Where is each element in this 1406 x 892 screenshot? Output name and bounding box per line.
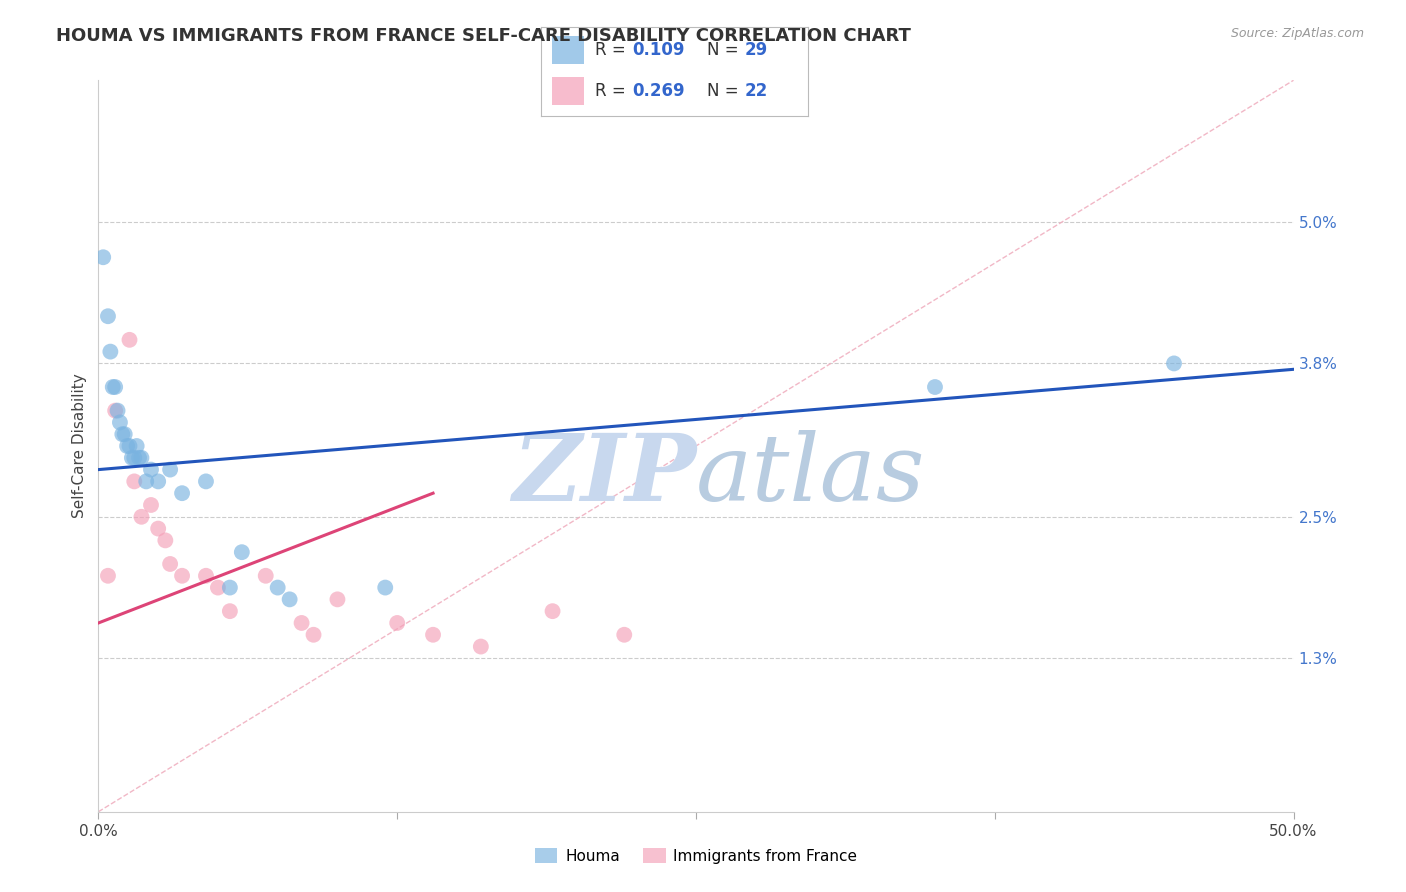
Point xyxy=(385,615,409,630)
Point xyxy=(219,581,242,595)
Point xyxy=(267,581,290,595)
Point xyxy=(91,250,114,264)
Point xyxy=(135,475,157,489)
Point xyxy=(101,380,124,394)
Text: N =: N = xyxy=(707,41,744,59)
Point xyxy=(207,581,229,595)
Point xyxy=(114,427,136,442)
Point xyxy=(111,427,134,442)
Text: R =: R = xyxy=(595,82,631,100)
Point xyxy=(97,568,120,582)
Legend: Houma, Immigrants from France: Houma, Immigrants from France xyxy=(529,842,863,870)
Point xyxy=(195,568,218,582)
Text: N =: N = xyxy=(707,82,744,100)
Point xyxy=(148,475,170,489)
Point xyxy=(924,380,946,394)
Point xyxy=(326,592,349,607)
Point xyxy=(131,450,153,465)
Bar xyxy=(553,36,583,64)
Text: 0.269: 0.269 xyxy=(633,82,685,100)
Bar xyxy=(553,77,583,105)
Point xyxy=(118,439,141,453)
Text: 0.109: 0.109 xyxy=(633,41,685,59)
Point xyxy=(613,628,636,642)
Point xyxy=(231,545,253,559)
Point xyxy=(374,581,396,595)
Point xyxy=(139,462,162,476)
Text: atlas: atlas xyxy=(696,430,925,520)
Point xyxy=(470,640,492,654)
Point xyxy=(159,462,181,476)
Point xyxy=(97,310,120,324)
Text: ZIP: ZIP xyxy=(512,430,696,520)
Point xyxy=(172,486,194,500)
Text: HOUMA VS IMMIGRANTS FROM FRANCE SELF-CARE DISABILITY CORRELATION CHART: HOUMA VS IMMIGRANTS FROM FRANCE SELF-CAR… xyxy=(56,27,911,45)
Point xyxy=(115,439,138,453)
Point xyxy=(121,450,143,465)
Point xyxy=(195,475,218,489)
Point xyxy=(98,344,122,359)
Y-axis label: Self-Care Disability: Self-Care Disability xyxy=(72,374,87,518)
Point xyxy=(278,592,301,607)
Point xyxy=(128,450,150,465)
Point xyxy=(104,380,127,394)
Point xyxy=(1163,356,1185,370)
Point xyxy=(124,450,146,465)
Point xyxy=(541,604,564,618)
Point xyxy=(159,557,181,571)
Point xyxy=(107,403,129,417)
Text: 29: 29 xyxy=(744,41,768,59)
Point xyxy=(108,416,131,430)
Point xyxy=(118,333,141,347)
Point xyxy=(422,628,444,642)
Point xyxy=(104,403,127,417)
Text: 22: 22 xyxy=(744,82,768,100)
Point xyxy=(125,439,148,453)
Point xyxy=(172,568,194,582)
Point xyxy=(219,604,242,618)
Point xyxy=(254,568,277,582)
Text: Source: ZipAtlas.com: Source: ZipAtlas.com xyxy=(1230,27,1364,40)
Point xyxy=(139,498,162,512)
Point xyxy=(302,628,325,642)
Point xyxy=(148,522,170,536)
Text: R =: R = xyxy=(595,41,631,59)
Point xyxy=(155,533,177,548)
Point xyxy=(131,509,153,524)
Point xyxy=(291,615,314,630)
Point xyxy=(124,475,146,489)
